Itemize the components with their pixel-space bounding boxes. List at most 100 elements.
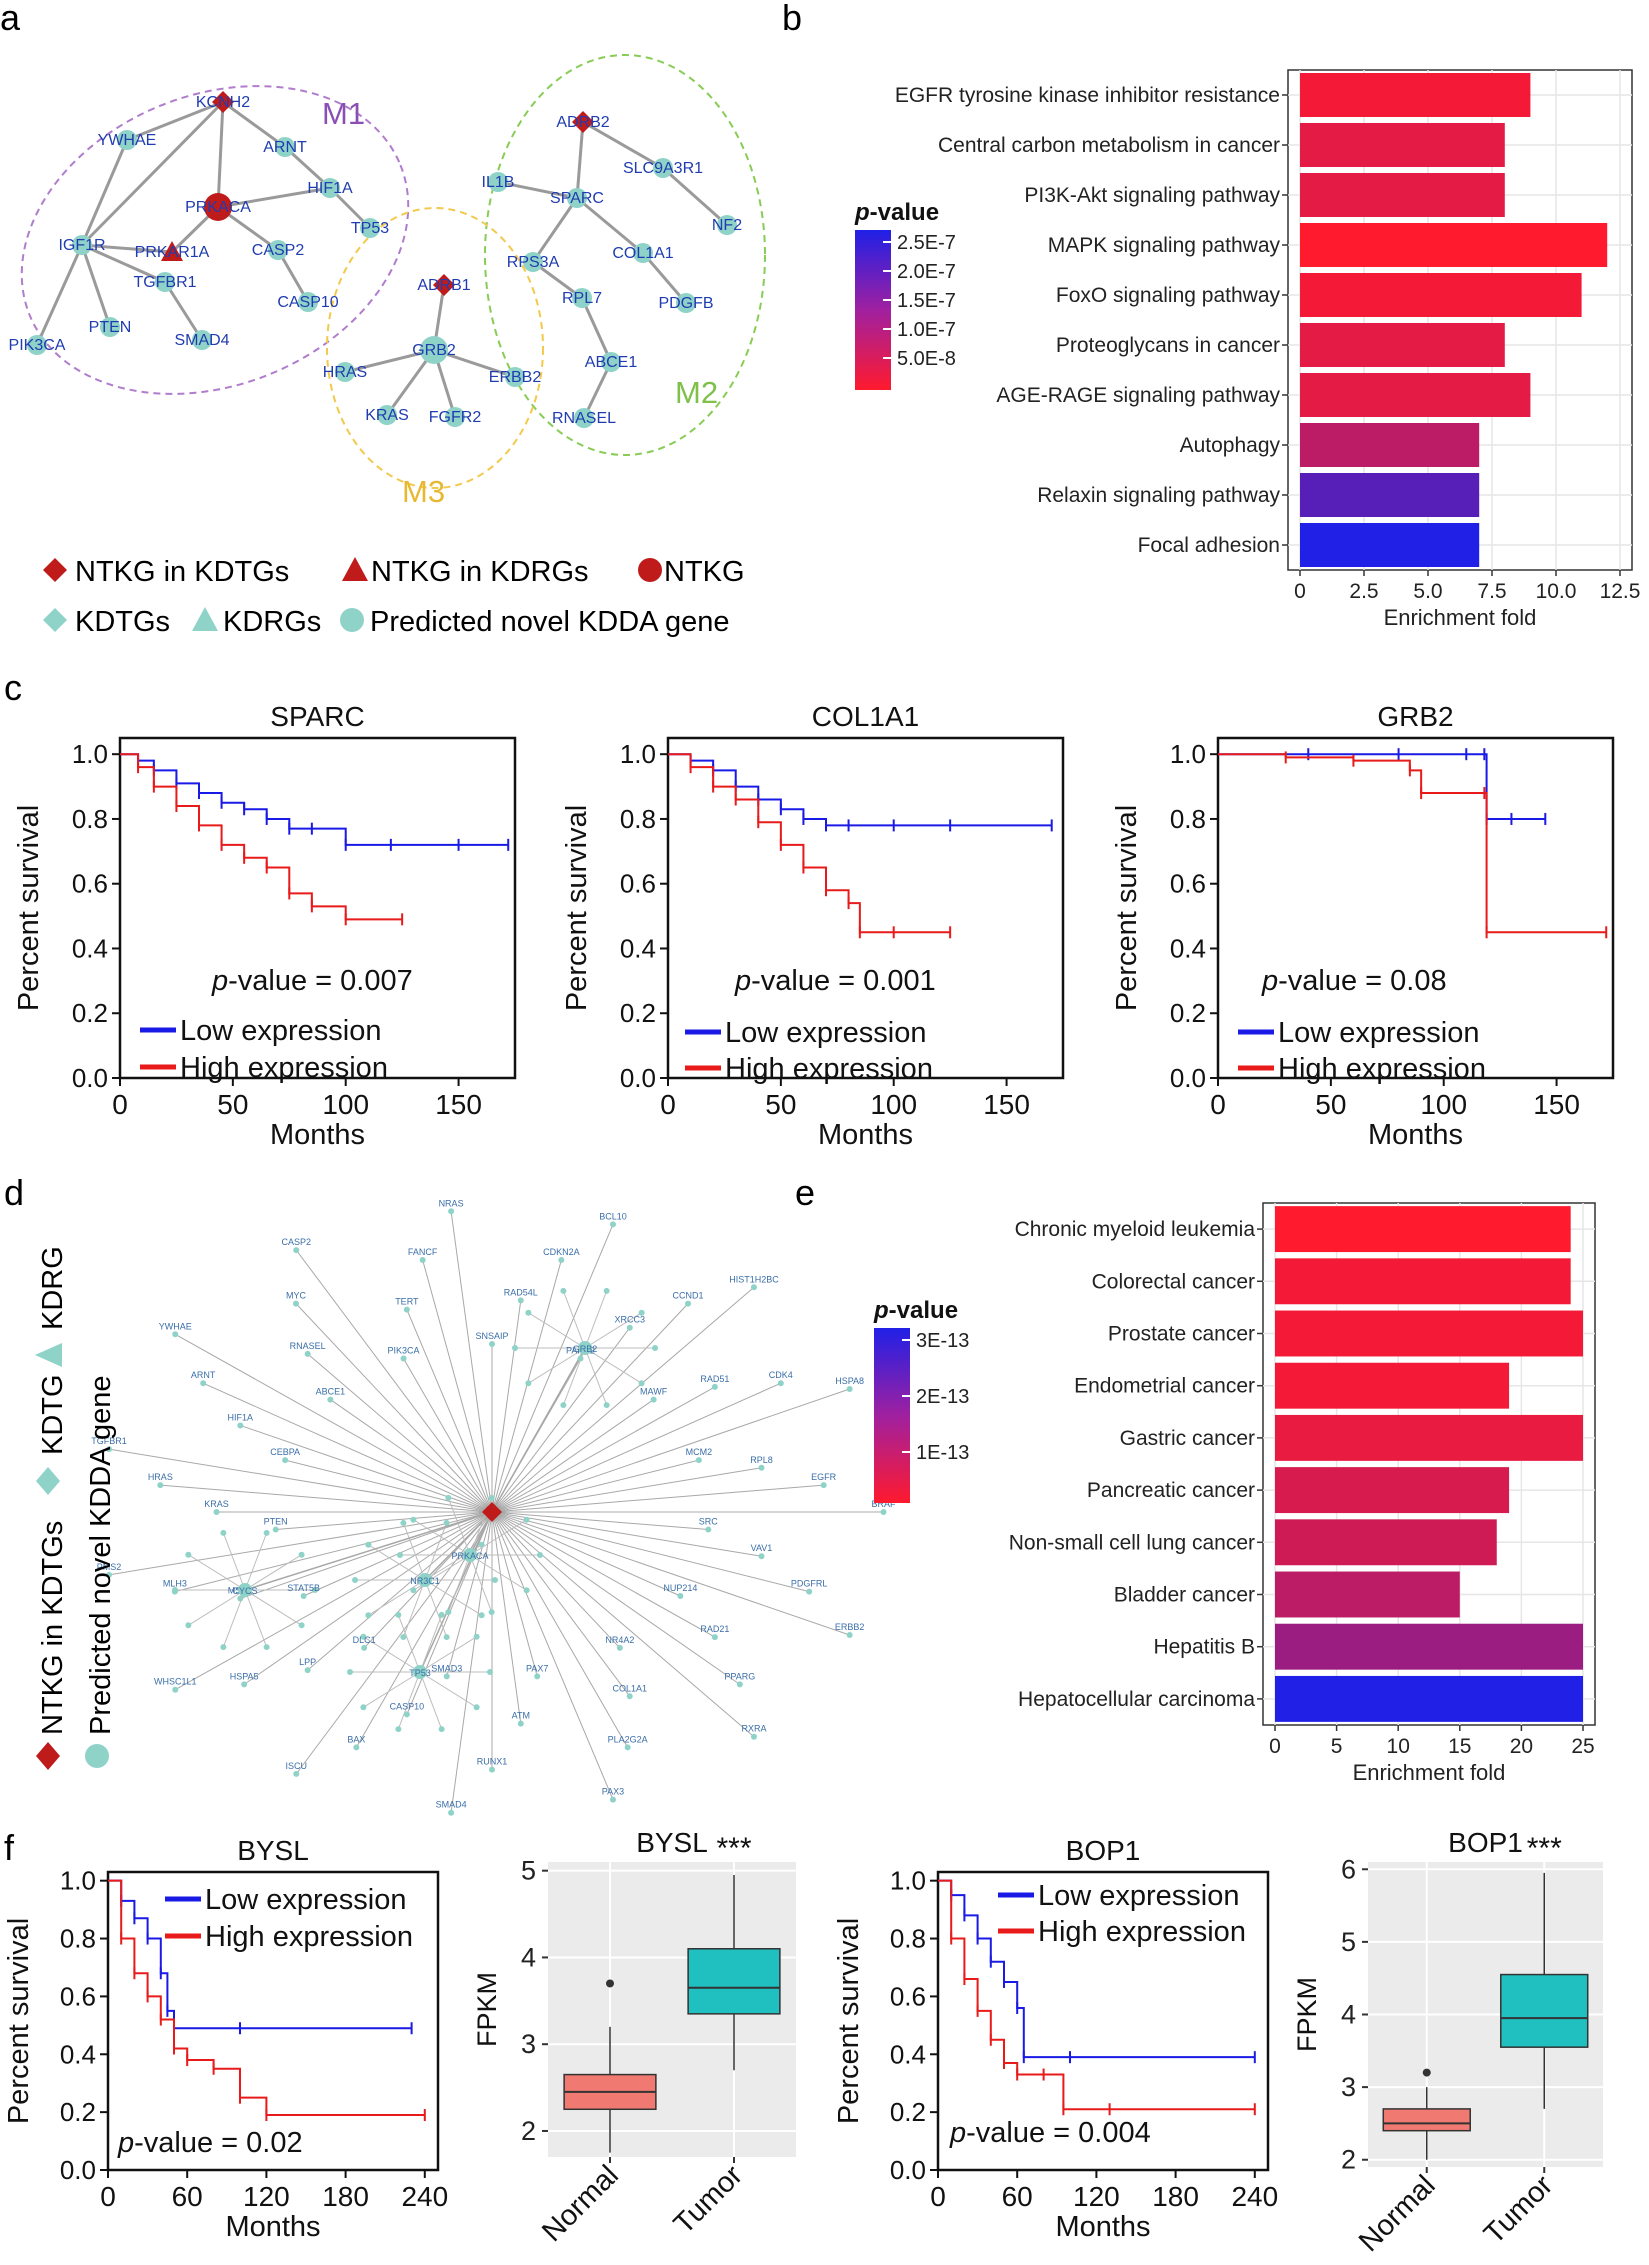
p-letter: p	[734, 965, 751, 997]
box	[1500, 1973, 1589, 2048]
legend-label: Low expression	[725, 1017, 927, 1049]
y-axis-title: Percent survival	[3, 1918, 35, 2124]
category-label: Autophagy	[1180, 434, 1281, 457]
network-edge	[469, 1519, 527, 1556]
node-circle	[418, 1573, 432, 1587]
node-label: CEBPA	[270, 1447, 300, 1457]
network-edge	[307, 1511, 493, 1671]
network-edge	[222, 1532, 246, 1591]
y-tick-label: 0.2	[890, 2097, 926, 2127]
node-diamond	[212, 91, 234, 113]
node-circle	[567, 188, 587, 208]
y-tick-label: 0.8	[890, 1924, 926, 1954]
node-label: SLC9A3R1	[623, 160, 703, 177]
plot-frame	[118, 736, 517, 1080]
p-letter: p	[949, 2117, 966, 2149]
legend-title: p-value	[873, 1297, 958, 1324]
node-circle	[220, 1644, 227, 1651]
network-edge	[447, 1497, 471, 1556]
network-edge	[584, 1347, 608, 1406]
x-tick-label: 240	[1231, 2181, 1278, 2212]
node-circle	[517, 1720, 524, 1727]
survival-curve	[668, 753, 951, 934]
y-tick-label: 2	[521, 2116, 536, 2146]
y-tick-label: 0.4	[60, 2039, 96, 2069]
node-circle	[185, 1622, 192, 1629]
node-circle	[347, 1669, 353, 1675]
legend-tick-label: 1E-13	[916, 1442, 969, 1464]
network-edge	[363, 1671, 421, 1708]
category-label: EGFR tyrosine kinase inhibitor resistanc…	[895, 84, 1280, 107]
legend-ntkg-kdtg: NTKG in KDTGs	[37, 1521, 69, 1735]
bar	[1300, 73, 1531, 117]
network-edge	[491, 1484, 824, 1513]
network-edge	[469, 1554, 493, 1613]
network-edge	[491, 1327, 631, 1513]
node-label: RNASEL	[552, 410, 616, 427]
node-circle	[448, 1809, 455, 1816]
bar	[1300, 373, 1531, 417]
network-edge	[491, 1511, 810, 1593]
x-tick-label: 180	[1152, 2181, 1199, 2212]
y-tick-label: 0.0	[72, 1063, 108, 1093]
network-edge	[295, 1249, 493, 1513]
node-circle	[616, 1644, 623, 1651]
node-label: COL1A1	[612, 1683, 647, 1693]
node-circle	[577, 1355, 584, 1362]
node-label: CCND1	[673, 1291, 704, 1301]
node-circle	[489, 1341, 495, 1347]
network-edge	[368, 1544, 426, 1581]
node-label: ARNT	[263, 139, 307, 156]
network-edge	[275, 1511, 493, 1531]
node-circle	[106, 1571, 113, 1578]
node-label: BRAF	[871, 1499, 896, 1509]
node-circle	[241, 1681, 248, 1688]
node-circle	[609, 1796, 616, 1803]
legend-label: High expression	[1038, 1916, 1246, 1948]
x-axis-title: Enrichment fold	[1353, 1760, 1506, 1785]
x-tick-label: 0	[1294, 580, 1306, 603]
node-circle	[473, 1633, 480, 1640]
network-edge	[562, 1290, 586, 1349]
p-value-text: -value = 0.001	[751, 965, 936, 997]
node-label: ADRB1	[417, 277, 470, 294]
node-circle	[525, 1309, 532, 1316]
y-tick-label: 0.6	[890, 1981, 926, 2011]
plot-frame	[666, 736, 1065, 1080]
node-circle	[445, 1494, 452, 1501]
category-label: Tumor	[1478, 2169, 1559, 2250]
outlier-point	[1422, 2068, 1431, 2077]
network-edge	[491, 1259, 562, 1513]
node-circle	[400, 1519, 407, 1526]
node-label: ISCU	[285, 1761, 307, 1771]
node-circle	[172, 1686, 179, 1693]
network-edge	[419, 1614, 443, 1673]
y-tick-label: 1.0	[1170, 739, 1206, 769]
y-tick-label: 0.6	[620, 869, 656, 899]
legend-ntkg: NTKG	[664, 556, 745, 588]
panel-a-network: M1 M2 M3 KCNH2 ARNT YWHAE PRKACA HIF1A IGF1R PRKA…	[9, 54, 766, 509]
category-label: Tumor	[668, 2159, 749, 2240]
network-edge	[244, 1532, 268, 1591]
y-tick-label: 6	[1341, 1854, 1356, 1884]
node-label: ATM	[512, 1711, 530, 1721]
category-label: Colorectal cancer	[1092, 1270, 1255, 1293]
node-label: PPARG	[724, 1671, 755, 1681]
node-circle	[624, 1744, 631, 1751]
legend-label: Low expression	[180, 1015, 382, 1047]
y-tick-label: 0.6	[72, 869, 108, 899]
y-tick-label: 0.0	[60, 2155, 96, 2185]
x-tick-label: 0	[112, 1089, 128, 1120]
y-tick-label: 0.2	[72, 998, 108, 1028]
node-circle	[320, 178, 340, 198]
network-edge	[491, 1511, 762, 1557]
node-label: RUNX1	[477, 1757, 508, 1767]
legend-title-p: p	[854, 199, 870, 226]
bar	[1300, 173, 1505, 217]
x-tick-label: 12.5	[1600, 580, 1641, 603]
node-label: IGF1R	[58, 237, 105, 254]
survival-curve	[1218, 753, 1546, 820]
node-circle	[106, 1446, 113, 1453]
y-axis-title: Percent survival	[1111, 805, 1143, 1011]
category-label: Bladder cancer	[1114, 1584, 1255, 1607]
